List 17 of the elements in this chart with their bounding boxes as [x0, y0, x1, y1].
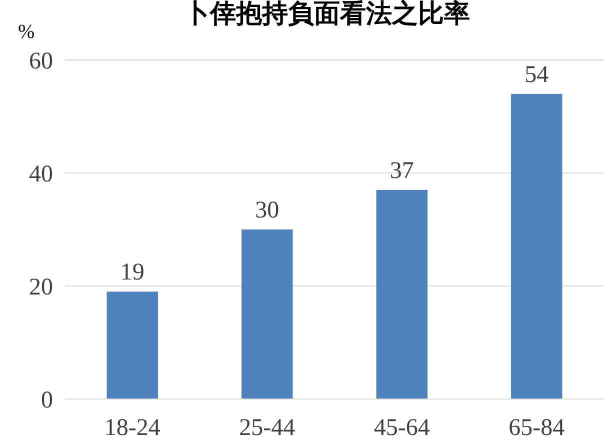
x-tick-label: 18-24 — [104, 415, 160, 441]
x-tick-label: 65-84 — [508, 415, 565, 441]
y-tick-label: 60 — [29, 48, 53, 74]
data-label: 30 — [255, 198, 280, 224]
y-axis-title: % — [18, 21, 35, 43]
x-tick-label: 45-64 — [374, 415, 430, 441]
y-tick-label: 20 — [29, 274, 53, 300]
bar — [106, 292, 158, 399]
data-label: 19 — [120, 260, 144, 286]
y-tick-label: 40 — [29, 161, 53, 188]
bar — [511, 94, 562, 399]
bar — [242, 230, 293, 399]
bar — [376, 190, 428, 399]
x-tick-label: 25-44 — [239, 415, 296, 441]
y-tick-label: 0 — [41, 387, 53, 414]
data-label: 37 — [390, 158, 414, 184]
data-label: 54 — [524, 62, 549, 88]
